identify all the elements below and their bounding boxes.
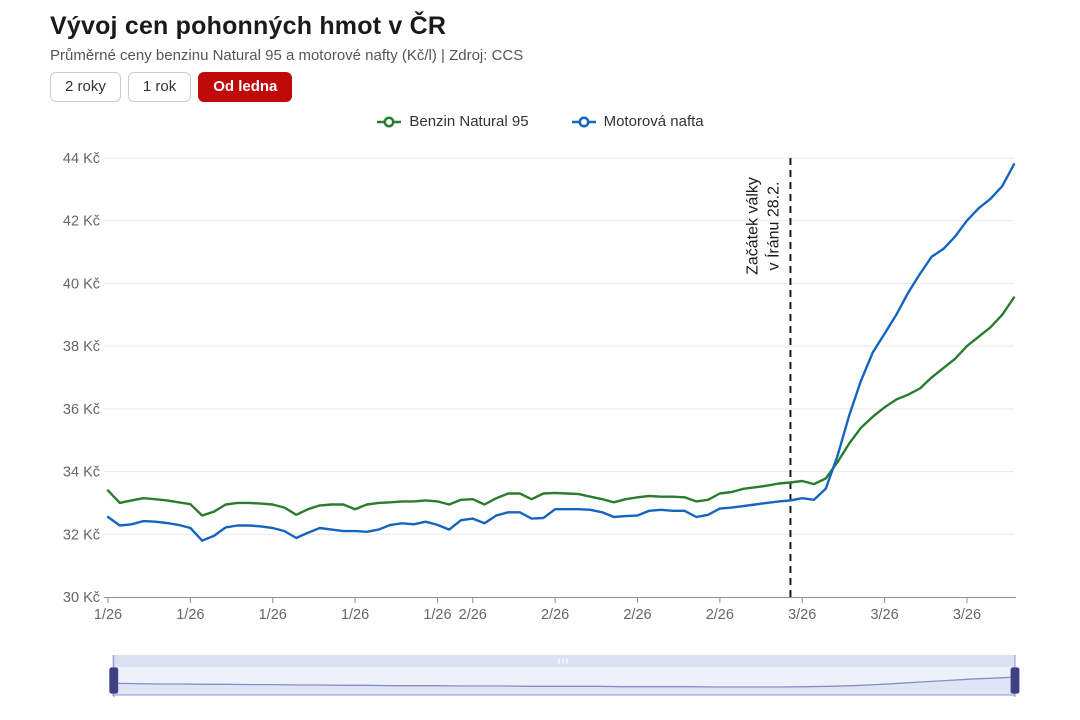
plot-area[interactable] xyxy=(108,158,1014,597)
range-button-od-ledna[interactable]: Od ledna xyxy=(198,72,293,102)
legend-label: Motorová nafta xyxy=(603,113,704,130)
legend-label: Benzin Natural 95 xyxy=(409,113,529,130)
x-axis-label: 1/26 xyxy=(341,607,369,623)
y-axis-label: 32 Kč xyxy=(63,527,100,543)
legend-item-benzin-natural-95[interactable]: Benzin Natural 95 xyxy=(376,113,529,130)
x-axis-label: 3/26 xyxy=(870,607,898,623)
motorova-nafta-legend-marker-icon xyxy=(571,116,596,127)
x-axis-label: 2/26 xyxy=(541,607,569,623)
x-axis-label: 3/26 xyxy=(953,607,981,623)
annotation-line1: Začátek války xyxy=(744,177,761,275)
series-benzin-natural-95[interactable] xyxy=(106,296,1016,517)
navigator-series-fill xyxy=(112,677,1015,695)
x-axis-label: 2/26 xyxy=(623,607,651,623)
x-axis-label: 1/26 xyxy=(423,607,451,623)
range-button-1-rok[interactable]: 1 rok xyxy=(127,72,192,102)
navigator-series-line xyxy=(111,676,1016,688)
price-chart: 30 Kč 32 Kč 34 Kč 36 Kč 38 Kč 40 Kč 42 Kč 44 Kč… xyxy=(63,151,1016,623)
y-axis-label: 40 Kč xyxy=(63,276,100,292)
y-axis-label: 30 Kč xyxy=(63,590,100,606)
navigator-right-handle[interactable] xyxy=(1010,667,1020,694)
range-button-2-roky[interactable]: 2 roky xyxy=(50,72,121,102)
x-axis-label: 1/26 xyxy=(259,607,287,623)
x-axis-label: 2/26 xyxy=(459,607,487,623)
y-axis-label: 42 Kč xyxy=(63,214,100,230)
page-title: Vývoj cen pohonných hmot v ČR xyxy=(50,12,447,40)
page-subtitle: Průměrné ceny benzinu Natural 95 a motor… xyxy=(50,47,524,64)
annotation-line2: v Íránu 28.2. xyxy=(763,182,782,271)
y-axis-label: 44 Kč xyxy=(63,151,100,167)
navigator-grip-icon[interactable] xyxy=(562,658,564,664)
x-axis-label: 3/26 xyxy=(788,607,816,623)
x-axis-label: 1/26 xyxy=(176,607,204,623)
range-buttons: 2 roky 1 rok Od ledna xyxy=(50,72,293,102)
y-axis-label: 38 Kč xyxy=(63,339,100,355)
legend-item-motorova-nafta[interactable]: Motorová nafta xyxy=(571,113,704,130)
y-axis-label: 34 Kč xyxy=(63,465,100,481)
series-motorova-nafta[interactable] xyxy=(106,163,1016,542)
benzin-natural-95-legend-marker-icon xyxy=(377,116,402,127)
chart-navigator[interactable] xyxy=(109,655,1020,697)
navigator-grip-icon[interactable] xyxy=(566,658,568,664)
x-axis-label: 1/26 xyxy=(94,607,122,623)
y-axis-label: 36 Kč xyxy=(63,402,100,418)
x-axis-label: 2/26 xyxy=(706,607,734,623)
navigator-left-handle[interactable] xyxy=(109,667,119,694)
navigator-grip-icon[interactable] xyxy=(558,658,560,664)
chart-legend: Benzin Natural 95 Motorová nafta xyxy=(0,113,1080,130)
